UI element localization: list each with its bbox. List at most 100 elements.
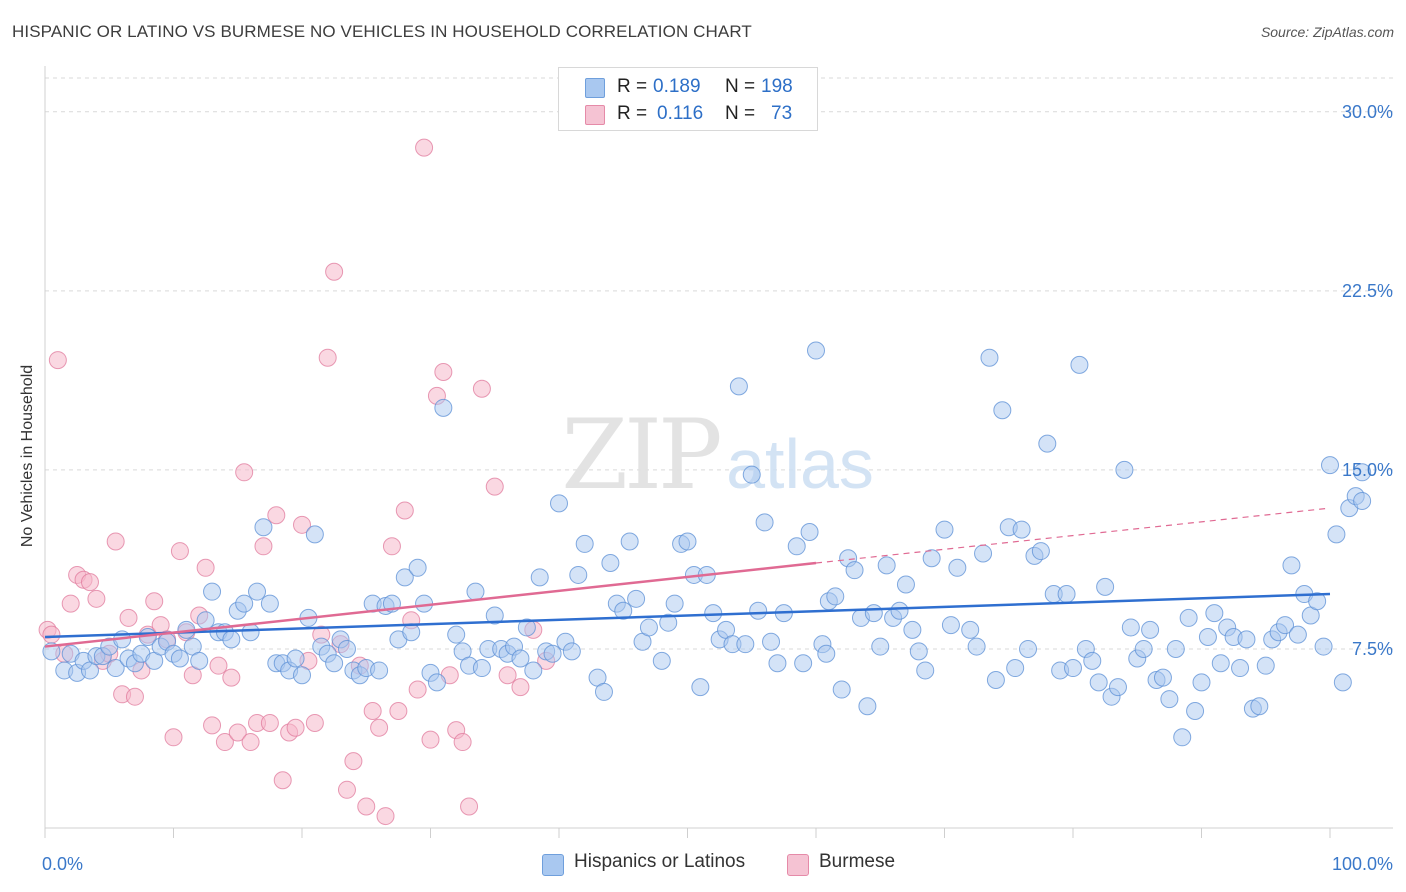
- hispanic-point: [1096, 577, 1115, 596]
- hispanic-point: [704, 604, 723, 623]
- hispanic-point: [408, 558, 427, 577]
- hispanic-point: [762, 632, 781, 651]
- hispanic-point: [807, 341, 825, 360]
- hispanic-point: [1198, 628, 1217, 647]
- burmese-point: [415, 138, 434, 157]
- hispanic-point: [1276, 616, 1295, 635]
- hispanic-point: [903, 620, 922, 639]
- burmese-point: [363, 702, 382, 721]
- hispanic-point: [1141, 620, 1160, 639]
- hispanic-point: [106, 659, 125, 678]
- hispanic-point: [627, 589, 646, 608]
- hispanic-point: [916, 661, 935, 680]
- hispanic-point: [1179, 608, 1198, 627]
- burmese-point: [267, 506, 286, 525]
- hispanic-point: [1237, 630, 1256, 649]
- hispanic-point: [967, 637, 986, 656]
- hispanic-point: [678, 532, 697, 551]
- hispanic-point: [1231, 659, 1250, 678]
- burmese-trend-line: [44, 561, 817, 648]
- burmese-point: [48, 351, 67, 370]
- burmese-point: [286, 718, 305, 737]
- burmese-point: [235, 463, 254, 482]
- hispanic-point: [1019, 639, 1038, 658]
- hispanic-point: [1134, 639, 1153, 658]
- hispanic-point: [896, 575, 915, 594]
- hispanic-point: [1057, 585, 1076, 604]
- hispanic-point: [543, 644, 562, 663]
- burmese-point: [472, 379, 491, 398]
- hispanic-point: [742, 465, 761, 484]
- hispanic-point: [980, 348, 999, 367]
- hispanic-point: [871, 637, 890, 656]
- hispanic-point: [248, 582, 267, 601]
- hispanic-trend-line: [44, 592, 1331, 639]
- hispanic-point: [1121, 618, 1140, 637]
- burmese-point: [511, 678, 530, 697]
- burmese-point: [228, 723, 247, 742]
- hispanic-point: [466, 582, 485, 601]
- hispanic-point: [222, 630, 241, 649]
- legend-n-label: N =: [725, 103, 756, 124]
- burmese-point: [453, 733, 472, 752]
- legend-n-value: 198: [761, 76, 793, 97]
- burmese-point: [344, 752, 363, 771]
- hispanic-point: [1160, 690, 1179, 709]
- hispanic-point: [832, 680, 851, 699]
- hispanic-point: [1006, 659, 1025, 678]
- hispanic-point: [402, 623, 421, 642]
- legend-r-label: R =: [617, 103, 648, 124]
- hispanic-point: [1333, 673, 1352, 692]
- legend-swatch-pink: [585, 105, 605, 125]
- hispanic-point: [1256, 656, 1275, 675]
- hispanic-point: [472, 659, 491, 678]
- hispanic-point: [1308, 592, 1327, 611]
- hispanic-point: [845, 561, 864, 580]
- chart-title: HISPANIC OR LATINO VS BURMESE NO VEHICLE…: [12, 22, 752, 41]
- hispanic-point: [1083, 651, 1102, 670]
- burmese-point: [376, 807, 395, 826]
- hispanic-point: [877, 556, 896, 575]
- hispanic-point: [1070, 355, 1089, 374]
- axes: [44, 66, 1393, 838]
- hispanic-point: [260, 594, 279, 613]
- burmese-points: [38, 138, 556, 826]
- burmese-point: [305, 713, 324, 732]
- hispanic-point: [1327, 525, 1346, 544]
- hispanic-point: [993, 401, 1012, 420]
- watermark: ZIP atlas: [561, 399, 874, 511]
- hispanic-point: [665, 594, 684, 613]
- legend-label: Hispanics or Latinos: [574, 851, 746, 872]
- hispanic-point: [787, 537, 806, 556]
- legend-r-label: R =: [617, 76, 648, 97]
- hispanic-point: [941, 616, 960, 635]
- hispanic-point: [826, 587, 845, 606]
- burmese-point: [254, 537, 273, 556]
- burmese-point: [164, 728, 183, 747]
- hispanic-point: [817, 644, 836, 663]
- hispanic-point: [659, 613, 678, 632]
- grid-lines: [45, 77, 1393, 650]
- burmese-point: [61, 594, 80, 613]
- hispanic-point: [768, 654, 787, 673]
- hispanic-point: [794, 654, 813, 673]
- watermark-zip: ZIP: [561, 399, 720, 511]
- chart-source: Source: ZipAtlas.com: [1260, 24, 1394, 40]
- hispanic-point: [569, 565, 588, 584]
- burmese-point: [325, 262, 344, 281]
- burmese-point: [106, 532, 125, 551]
- hispanic-point: [254, 518, 273, 537]
- hispanic-point: [1321, 456, 1339, 475]
- hispanic-point: [575, 534, 594, 553]
- legend-swatch-blue: [542, 854, 564, 876]
- hispanic-point: [1353, 491, 1372, 510]
- hispanic-point: [511, 649, 530, 668]
- burmese-point: [196, 558, 215, 577]
- hispanic-point: [948, 558, 967, 577]
- burmese-point: [460, 797, 479, 816]
- hispanic-point: [652, 651, 671, 670]
- burmese-point: [145, 592, 164, 611]
- hispanic-point: [858, 697, 877, 716]
- legend-swatch-pink: [787, 854, 809, 876]
- burmese-point: [87, 589, 106, 608]
